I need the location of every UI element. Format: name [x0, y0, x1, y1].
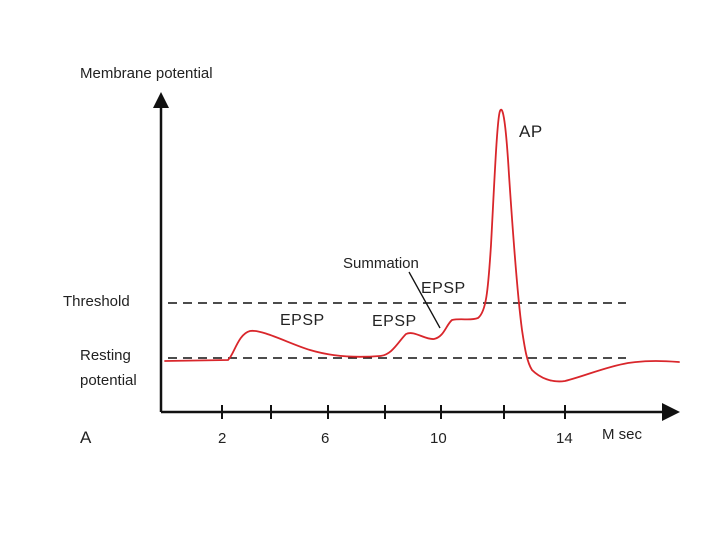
threshold-label: Threshold: [63, 293, 130, 310]
action-potential-label: AP: [519, 122, 543, 141]
epsp-label-second: EPSP: [372, 313, 417, 330]
x-axis-ticks: [221, 405, 566, 419]
epsp-label-first: EPSP: [280, 312, 325, 329]
x-unit-label: M sec: [602, 426, 643, 443]
x-tick-label-10: 10: [430, 430, 447, 447]
y-axis-label: Membrane potential: [80, 65, 213, 82]
x-tick-label-6: 6: [321, 430, 329, 447]
y-axis-arrow: [153, 92, 169, 108]
panel-letter: A: [80, 428, 92, 447]
resting-label-line1: Resting: [80, 347, 131, 364]
x-axis-arrow: [662, 403, 680, 421]
summation-pointer: [408, 271, 441, 329]
x-tick-label-14: 14: [556, 430, 573, 447]
resting-label-line2: potential: [80, 372, 137, 389]
summation-label: Summation: [343, 255, 419, 272]
membrane-potential-trace: [164, 108, 680, 383]
epsp-label-third: EPSP: [421, 280, 466, 297]
x-tick-label-2: 2: [218, 430, 226, 447]
